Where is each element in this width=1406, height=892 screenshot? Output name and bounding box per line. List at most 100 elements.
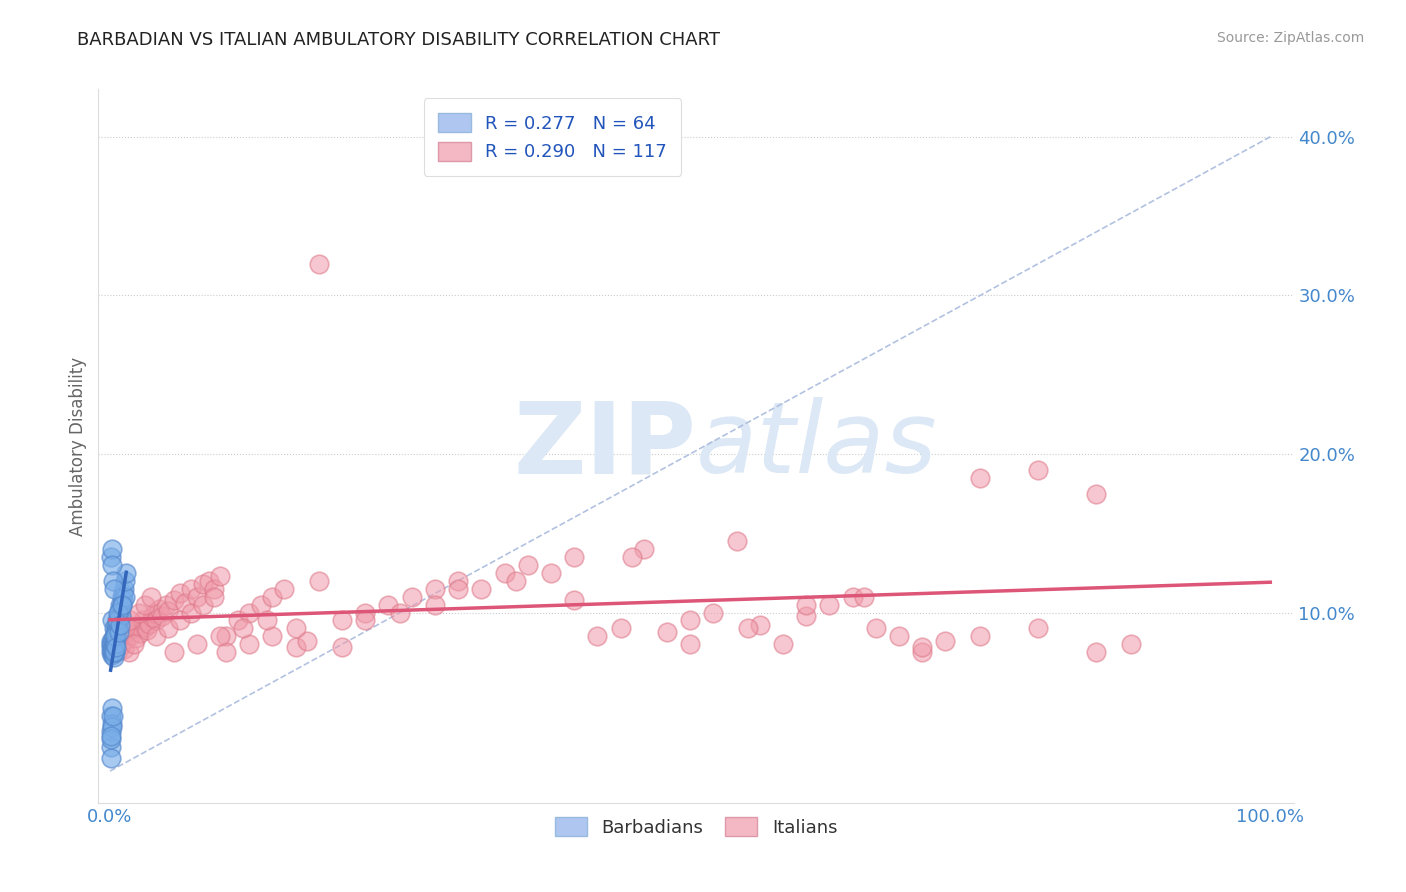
- Point: [104, 645, 127, 659]
- Point: [423, 598, 446, 612]
- Point: [117, 645, 139, 659]
- Point: [111, 635, 134, 649]
- Point: [401, 590, 423, 604]
- Point: [112, 642, 135, 657]
- Point: [1026, 463, 1049, 477]
- Point: [128, 606, 150, 620]
- Point: [104, 629, 127, 643]
- Point: [191, 577, 214, 591]
- Point: [150, 608, 173, 623]
- Point: [273, 582, 295, 596]
- Point: [209, 629, 232, 643]
- Point: [191, 598, 214, 612]
- Point: [169, 614, 191, 628]
- Point: [115, 632, 138, 647]
- Point: [104, 640, 127, 655]
- Point: [204, 582, 226, 596]
- Point: [516, 558, 538, 572]
- Point: [101, 708, 124, 723]
- Point: [103, 645, 125, 659]
- Point: [112, 592, 135, 607]
- Point: [887, 629, 910, 643]
- Point: [111, 590, 134, 604]
- Point: [104, 634, 127, 648]
- Point: [215, 629, 238, 643]
- Point: [114, 590, 136, 604]
- Point: [702, 606, 724, 620]
- Point: [104, 637, 127, 651]
- Point: [122, 621, 145, 635]
- Point: [100, 700, 122, 714]
- Point: [110, 598, 132, 612]
- Point: [117, 624, 139, 639]
- Point: [586, 629, 609, 643]
- Point: [100, 542, 122, 557]
- Point: [105, 621, 128, 635]
- Point: [447, 582, 470, 596]
- Point: [100, 645, 122, 659]
- Point: [104, 637, 127, 651]
- Point: [772, 637, 794, 651]
- Point: [100, 724, 122, 739]
- Point: [186, 590, 208, 604]
- Point: [209, 569, 232, 583]
- Point: [148, 602, 170, 616]
- Point: [101, 574, 124, 588]
- Point: [101, 614, 124, 628]
- Point: [562, 549, 585, 564]
- Point: [163, 592, 186, 607]
- Point: [540, 566, 562, 580]
- Legend: Barbadians, Italians: Barbadians, Italians: [547, 809, 845, 844]
- Point: [110, 618, 132, 632]
- Point: [447, 574, 470, 588]
- Point: [100, 732, 122, 747]
- Point: [621, 549, 644, 564]
- Point: [633, 542, 655, 557]
- Point: [104, 640, 127, 655]
- Point: [118, 614, 141, 628]
- Point: [494, 566, 516, 580]
- Point: [105, 637, 128, 651]
- Point: [103, 621, 125, 635]
- Point: [250, 598, 273, 612]
- Point: [110, 608, 132, 623]
- Point: [737, 621, 759, 635]
- Point: [100, 751, 122, 765]
- Text: ZIP: ZIP: [513, 398, 696, 494]
- Point: [103, 645, 125, 659]
- Point: [934, 634, 956, 648]
- Point: [197, 574, 219, 588]
- Point: [124, 631, 146, 645]
- Point: [134, 620, 156, 634]
- Point: [256, 614, 278, 628]
- Point: [127, 618, 149, 632]
- Point: [111, 629, 134, 643]
- Point: [354, 614, 377, 628]
- Point: [100, 740, 122, 755]
- Point: [129, 626, 152, 640]
- Point: [100, 549, 122, 564]
- Point: [108, 629, 131, 643]
- Point: [100, 648, 122, 663]
- Point: [100, 634, 122, 648]
- Point: [108, 624, 131, 639]
- Point: [107, 606, 129, 620]
- Point: [110, 639, 132, 653]
- Point: [107, 608, 129, 623]
- Point: [330, 614, 353, 628]
- Point: [262, 590, 284, 604]
- Point: [138, 616, 160, 631]
- Point: [308, 257, 330, 271]
- Point: [108, 602, 131, 616]
- Point: [111, 598, 134, 612]
- Point: [609, 621, 631, 635]
- Point: [354, 606, 377, 620]
- Point: [101, 639, 124, 653]
- Point: [103, 640, 125, 655]
- Point: [103, 637, 125, 651]
- Point: [308, 574, 330, 588]
- Point: [389, 606, 412, 620]
- Point: [104, 631, 127, 645]
- Point: [180, 606, 202, 620]
- Text: Source: ZipAtlas.com: Source: ZipAtlas.com: [1216, 31, 1364, 45]
